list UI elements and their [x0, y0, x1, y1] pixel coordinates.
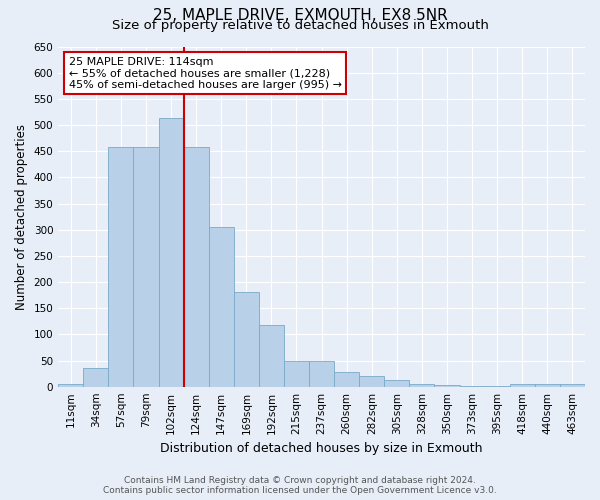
Text: 25 MAPLE DRIVE: 114sqm
← 55% of detached houses are smaller (1,228)
45% of semi-: 25 MAPLE DRIVE: 114sqm ← 55% of detached…: [69, 56, 342, 90]
Y-axis label: Number of detached properties: Number of detached properties: [15, 124, 28, 310]
Bar: [510, 384, 535, 386]
Bar: [409, 384, 434, 386]
Bar: [184, 147, 209, 386]
Text: 25, MAPLE DRIVE, EXMOUTH, EX8 5NR: 25, MAPLE DRIVE, EXMOUTH, EX8 5NR: [152, 8, 448, 22]
Bar: [209, 227, 234, 386]
Bar: [284, 360, 309, 386]
Bar: [109, 147, 133, 386]
Bar: [560, 384, 585, 386]
Bar: [133, 147, 158, 386]
Bar: [359, 376, 385, 386]
Bar: [434, 384, 460, 386]
Text: Size of property relative to detached houses in Exmouth: Size of property relative to detached ho…: [112, 19, 488, 32]
Bar: [158, 118, 184, 386]
Bar: [334, 372, 359, 386]
Bar: [259, 325, 284, 386]
Bar: [309, 360, 334, 386]
Bar: [535, 384, 560, 386]
Bar: [83, 368, 109, 386]
X-axis label: Distribution of detached houses by size in Exmouth: Distribution of detached houses by size …: [160, 442, 483, 455]
Bar: [58, 384, 83, 386]
Text: Contains HM Land Registry data © Crown copyright and database right 2024.
Contai: Contains HM Land Registry data © Crown c…: [103, 476, 497, 495]
Bar: [385, 380, 409, 386]
Bar: [234, 292, 259, 386]
